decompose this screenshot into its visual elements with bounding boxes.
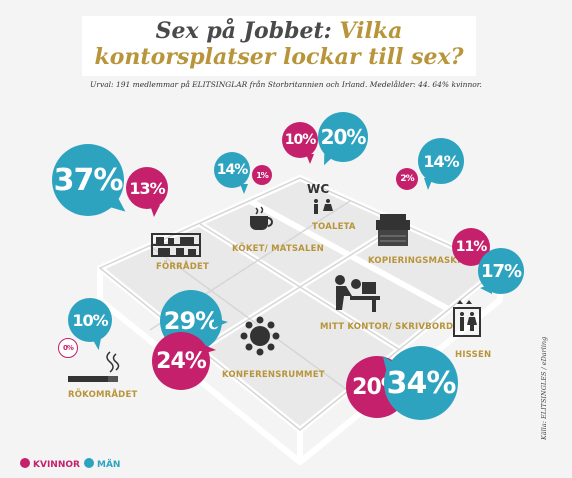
kopiering-men-bubble: 14% [418,138,464,190]
title-line-2: kontorsplatser lockar till sex? [94,44,464,70]
rokomradet-women-bubble: 0% [58,338,78,358]
konferens-women-value: 24% [156,348,207,374]
toaleta-women-value: 10% [284,132,317,148]
kopiering-men-value: 14% [423,151,459,171]
mitt-kontor-men-value: 34% [386,365,457,401]
desk-icon [335,275,380,312]
koket-women-value: 1% [256,170,269,180]
koket-label: KÖKET/ MATSALEN [232,244,324,254]
rokomradet-label: RÖKOMRÅDET [68,390,138,400]
toaleta-men-bubble: 20% [318,112,368,168]
women-swatch [20,458,30,468]
legend-women: KVINNOR [20,458,80,470]
kopiering-women-value: 2% [400,174,414,184]
hissen-women-value: 11% [455,239,488,255]
forradet-men-value: 37% [53,162,124,198]
men-swatch [84,458,94,468]
forradet-men-bubble: 37% [52,144,131,216]
koket-women-bubble: 1% [252,165,272,185]
wc-sign: WC [307,182,330,196]
title-part-2: Vilka [339,18,403,44]
hissen-women-bubble: 11% [452,228,490,266]
rokomradet-men-value: 10% [72,310,108,330]
copier-icon [376,214,410,246]
koket-men-value: 14% [216,162,249,178]
hissen-men-value: 17% [480,260,522,282]
legend-men: MÄN [84,458,120,470]
title-background [82,16,476,76]
toaleta-men-value: 20% [320,125,367,149]
restroom-icon [314,199,333,214]
subtitle: Urval: 191 medlemmar på ELITSINGLAR från… [90,80,482,89]
coffee-cup-icon [250,206,273,230]
forradet-women-value: 13% [129,178,165,198]
title-part-1: Sex på Jobbet: [155,18,332,44]
forradet-label: FÖRRÅDET [156,262,209,272]
rokomradet-women-value: 0% [63,344,74,352]
mitt-kontor-men-bubble: 34% [379,346,458,420]
page-title: Sex på Jobbet: Vilka kontorsplatser lock… [82,18,476,70]
koket-men-bubble: 14% [214,152,250,194]
kopiering-women-bubble: 2% [396,168,418,190]
cigarette-icon [68,351,120,382]
legend-men-label: MÄN [97,460,121,470]
konferens-women-bubble: 24% [152,332,216,390]
hissen-label: HISSEN [455,350,492,360]
legend-women-label: KVINNOR [33,460,80,470]
konferens-men-value: 29% [163,307,219,335]
kopiering-label: KOPIERINGSMASKINEN [368,256,482,266]
konferens-label: KONFERENSRUMMET [222,370,325,380]
forradet-women-bubble: 13% [126,167,168,217]
rokomradet-men-bubble: 10% [68,298,112,351]
elevator-icon [453,300,481,337]
mitt-kontor-label: MITT KONTOR/ SKRIVBORD [320,322,454,332]
conference-table-icon [240,316,280,356]
toaleta-women-bubble: 10% [282,122,318,164]
source-credit: Källa: ELITSINGLES / eDarling [540,336,548,440]
hissen-men-bubble: 17% [478,248,524,294]
shelf-icon [151,233,201,257]
toaleta-label: TOALETA [312,222,356,232]
